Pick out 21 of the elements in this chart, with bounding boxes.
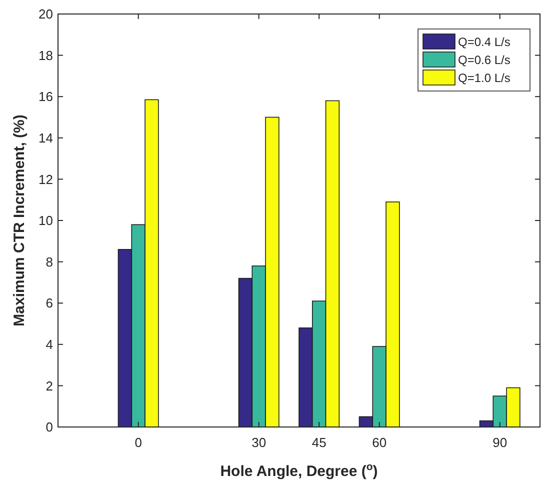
y-tick-label: 12 — [38, 172, 53, 187]
x-axis-title: Hole Angle, Degree ($^{o}$) — [220, 461, 378, 480]
y-tick-label: 18 — [38, 48, 53, 63]
x-tick-label: 0 — [134, 435, 142, 450]
legend-label: Q=0.6 L/s — [458, 53, 510, 67]
y-tick-label: 14 — [38, 130, 53, 146]
y-tick-label: 0 — [46, 420, 53, 435]
x-tick-label: 60 — [372, 435, 387, 450]
y-tick-label: 6 — [46, 296, 53, 311]
x-tick-label: 45 — [312, 435, 326, 450]
x-tick-label: 30 — [252, 435, 266, 450]
legend-label: Q=1.0 L/s — [458, 71, 510, 85]
y-axis-title: Maximum CTR Increment, (%) — [11, 114, 28, 326]
y-tick-label: 2 — [46, 378, 53, 394]
y-tick-label: 4 — [46, 336, 53, 352]
legend-label: Q=0.4 L/s — [458, 35, 510, 49]
y-tick-label: 10 — [38, 213, 53, 228]
y-tick-label: 16 — [38, 89, 53, 104]
x-tick-label: 90 — [492, 435, 508, 450]
y-tick-label: 8 — [46, 254, 53, 270]
y-tick-label: 20 — [38, 6, 53, 22]
